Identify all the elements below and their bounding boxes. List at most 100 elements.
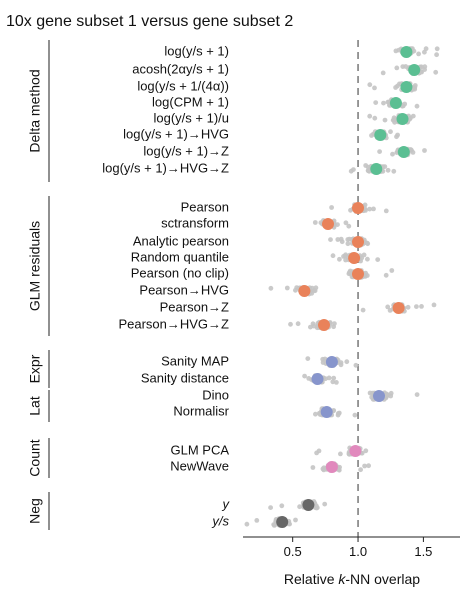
median-point: [389, 97, 402, 109]
background-point: [312, 288, 318, 294]
row-label: log(y/s + 1)/u: [153, 110, 229, 125]
row-label: Sanity distance: [141, 370, 229, 385]
background-point: [431, 302, 437, 308]
background-point: [363, 208, 368, 213]
background-point: [326, 375, 332, 381]
background-point: [346, 223, 352, 229]
background-point: [339, 239, 345, 245]
median-point: [322, 218, 334, 230]
median-point: [400, 46, 413, 58]
background-point: [293, 517, 298, 523]
background-point: [394, 65, 400, 71]
background-point: [423, 46, 429, 52]
median-point: [400, 81, 413, 93]
background-point: [405, 304, 411, 310]
row-label: log(y/s + 1)→HVG→Z: [102, 160, 229, 175]
background-point: [338, 451, 343, 457]
background-point: [385, 304, 391, 310]
background-point: [335, 237, 341, 242]
median-point: [352, 202, 364, 214]
row-label: Pearson→HVG→Z: [118, 316, 229, 331]
row-label: NewWave: [170, 458, 229, 473]
median-point: [397, 146, 410, 158]
background-point: [390, 117, 396, 123]
background-point: [284, 285, 290, 291]
background-point: [365, 256, 370, 262]
group-label: Delta method: [27, 69, 43, 152]
background-point: [311, 323, 317, 329]
row-label: y/s: [211, 513, 229, 528]
background-point: [330, 253, 336, 259]
background-point: [314, 505, 320, 511]
background-point: [268, 285, 274, 291]
background-point: [422, 67, 427, 72]
background-point: [343, 220, 349, 226]
background-point: [363, 163, 369, 168]
background-point: [305, 356, 311, 361]
background-point: [343, 257, 348, 263]
median-point: [408, 64, 421, 76]
background-point: [332, 321, 337, 326]
group-label: GLM residuals: [27, 221, 43, 311]
background-point: [295, 321, 301, 327]
background-point: [375, 257, 381, 262]
background-point: [312, 220, 318, 225]
x-tick-label: 1.0: [349, 544, 367, 559]
row-label: y: [222, 496, 231, 511]
background-point: [330, 379, 336, 385]
background-point: [313, 411, 318, 417]
background-point: [388, 129, 393, 135]
background-point: [414, 392, 420, 397]
background-point: [306, 376, 312, 381]
background-point: [400, 103, 406, 109]
background-point: [331, 375, 337, 381]
background-point: [367, 113, 373, 119]
background-point: [335, 411, 341, 416]
background-point: [380, 70, 386, 76]
background-point: [414, 103, 420, 109]
median-point: [298, 285, 311, 297]
background-point: [337, 256, 342, 262]
chart-title: 10x gene subset 1 versus gene subset 2: [6, 13, 293, 30]
median-point: [302, 499, 315, 511]
background-point: [254, 518, 260, 523]
background-point: [345, 241, 351, 247]
row-label: Sanity MAP: [161, 353, 229, 368]
row-label: sctransform: [161, 215, 229, 230]
x-tick-label: 1.5: [414, 544, 432, 559]
median-point: [325, 461, 338, 473]
row-label: Pearson (no clip): [131, 265, 229, 280]
background-point: [410, 150, 416, 155]
background-point: [395, 132, 400, 138]
group-label: Expr: [27, 354, 43, 383]
row-label: Analytic pearson: [133, 233, 229, 248]
background-point: [362, 463, 367, 469]
background-point: [371, 206, 376, 212]
background-point: [367, 82, 373, 88]
row-label: log(y/s + 1)→HVG: [123, 126, 229, 141]
background-point: [391, 168, 397, 174]
background-point: [385, 167, 391, 173]
background-point: [351, 167, 356, 173]
group-label: Lat: [27, 396, 43, 416]
background-point: [344, 359, 350, 365]
median-point: [370, 163, 383, 175]
background-point: [416, 51, 421, 57]
background-point: [422, 148, 427, 153]
median-point: [374, 129, 387, 141]
row-label: Pearson: [181, 199, 229, 214]
background-point: [244, 521, 250, 527]
background-point: [366, 463, 371, 469]
median-point: [352, 268, 364, 280]
background-point: [359, 255, 365, 261]
row-label: acosh(2αy/s + 1): [132, 61, 229, 76]
background-point: [310, 465, 316, 470]
background-point: [338, 360, 344, 365]
median-point: [325, 356, 338, 368]
background-point: [365, 241, 371, 247]
median-point: [352, 236, 364, 248]
background-point: [434, 46, 440, 52]
background-point: [388, 393, 394, 399]
background-point: [372, 115, 378, 121]
